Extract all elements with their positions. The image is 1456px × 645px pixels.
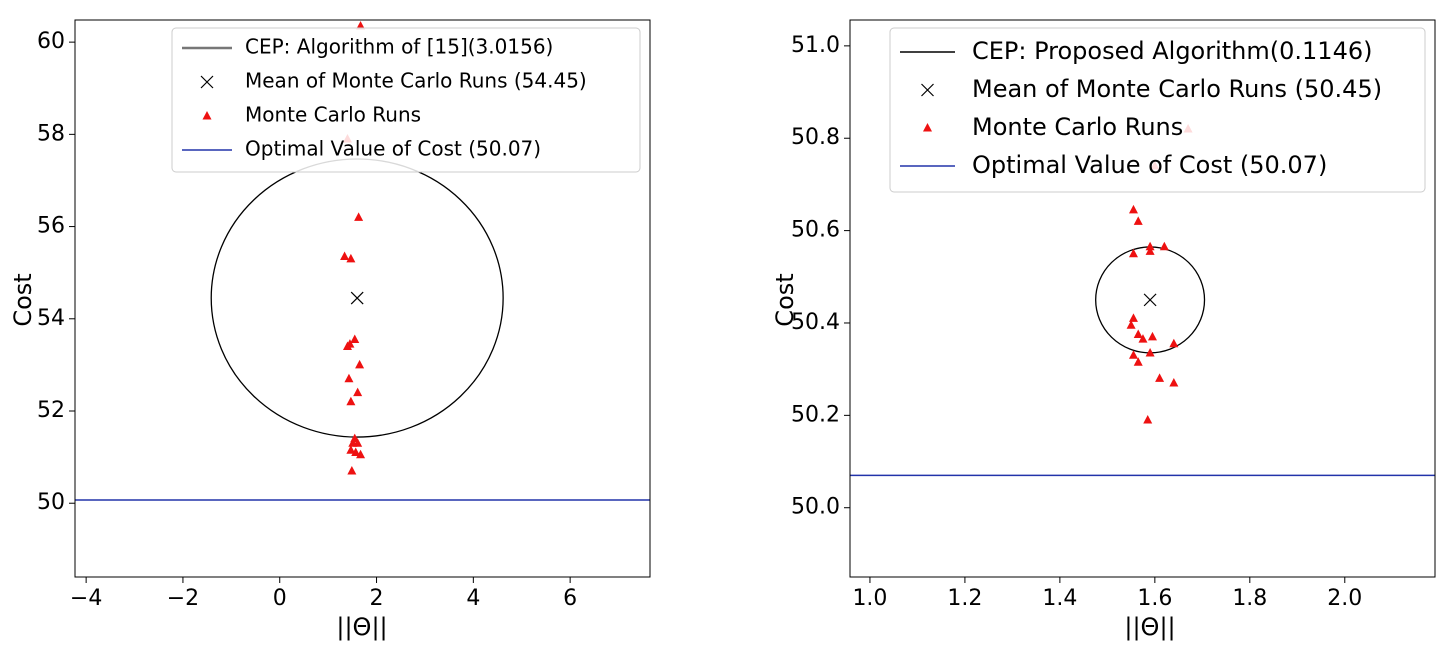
y-axis-label: Cost xyxy=(9,273,37,326)
run-point xyxy=(353,387,363,397)
x-tick-label: 2 xyxy=(370,586,384,611)
x-tick-label: −4 xyxy=(70,586,102,611)
plot-area xyxy=(75,20,650,501)
y-tick-label: 50.2 xyxy=(791,402,840,427)
run-point xyxy=(353,438,363,447)
run-point xyxy=(351,447,361,457)
legend-label: Mean of Monte Carlo Runs (54.45) xyxy=(245,69,587,93)
y-axis-label: Cost xyxy=(771,273,799,326)
x-axis-label: ||Θ|| xyxy=(336,613,387,641)
legend-swatch xyxy=(202,111,212,120)
legend-label: CEP: Proposed Algorithm(0.1146) xyxy=(972,37,1372,65)
run-point xyxy=(1133,329,1143,339)
run-point xyxy=(1128,204,1138,214)
y-tick-label: 50.6 xyxy=(791,218,840,243)
legend-label: Optimal Value of Cost (50.07) xyxy=(245,137,541,161)
y-tick-label: 52 xyxy=(37,398,65,423)
run-point xyxy=(1143,414,1153,424)
y-tick-label: 54 xyxy=(37,306,65,331)
legend-label: Monte Carlo Runs xyxy=(245,103,421,127)
mean-marker xyxy=(350,291,364,305)
y-tick-label: 50 xyxy=(37,490,65,515)
run-point xyxy=(1155,373,1165,382)
legend-label: Optimal Value of Cost (50.07) xyxy=(972,151,1327,179)
run-point xyxy=(1133,357,1143,366)
run-point xyxy=(346,396,356,406)
axes-frame xyxy=(849,19,1436,578)
legend-label: Monte Carlo Runs xyxy=(972,113,1183,141)
legend-swatch xyxy=(200,75,214,89)
axes-frame xyxy=(74,19,651,578)
legend-label: CEP: Algorithm of [15](3.0156) xyxy=(245,35,553,59)
run-point xyxy=(1147,331,1157,341)
run-point xyxy=(340,251,350,261)
run-point xyxy=(1128,313,1138,322)
run-point xyxy=(356,20,366,30)
x-tick-label: 1.0 xyxy=(852,586,887,611)
x-axis-label: ||Θ|| xyxy=(1124,613,1175,641)
x-tick-label: 1.4 xyxy=(1042,586,1077,611)
run-point xyxy=(342,341,352,350)
legend-box xyxy=(171,27,641,173)
run-point xyxy=(1159,241,1169,251)
run-point xyxy=(355,359,365,369)
run-point xyxy=(1126,320,1136,329)
x-tick-label: 1.6 xyxy=(1137,586,1172,611)
run-point xyxy=(1145,246,1155,255)
plot-area xyxy=(850,123,1435,477)
run-point xyxy=(1169,338,1179,348)
mean-marker xyxy=(1143,293,1157,307)
plot: 1.0 1.2 1.4 1.6 1.8 2.0 50.0 50.2 50.4 50.6 50.8 51… xyxy=(771,19,1436,641)
legend-swatch xyxy=(921,83,934,97)
run-point xyxy=(356,449,366,459)
run-point xyxy=(1145,347,1155,357)
x-tick-label: 6 xyxy=(563,586,577,611)
run-point xyxy=(346,445,356,454)
run-point xyxy=(1145,241,1155,251)
run-point xyxy=(1169,378,1179,387)
x-tick-label: 0 xyxy=(273,586,287,611)
run-point xyxy=(1128,248,1138,258)
run-point xyxy=(1138,334,1148,343)
plot: −4 −2 0 2 4 6 50 52 54 56 58 60 ||Θ|| Cost CEP: Algori… xyxy=(9,19,651,641)
run-point xyxy=(350,334,360,344)
y-tick-label: 50.0 xyxy=(791,495,840,520)
x-tick-label: −2 xyxy=(167,586,199,611)
run-point xyxy=(1128,350,1138,359)
run-point xyxy=(347,465,357,475)
x-tick-label: 4 xyxy=(466,586,480,611)
legend-label: Mean of Monte Carlo Runs (50.45) xyxy=(972,75,1382,103)
y-tick-label: 51.0 xyxy=(791,33,840,58)
run-point xyxy=(1133,216,1143,225)
run-point xyxy=(354,212,364,221)
run-point xyxy=(346,253,356,263)
x-tick-label: 1.2 xyxy=(947,586,982,611)
run-point xyxy=(344,373,354,383)
y-tick-label: 50.8 xyxy=(791,125,840,150)
y-tick-label: 50.4 xyxy=(791,310,840,335)
y-tick-label: 60 xyxy=(37,29,65,54)
y-tick-label: 58 xyxy=(37,121,65,146)
y-tick-label: 56 xyxy=(37,214,65,239)
x-tick-label: 1.8 xyxy=(1232,586,1267,611)
legend-box xyxy=(889,27,1426,193)
legend-swatch xyxy=(923,123,932,132)
x-tick-label: 2.0 xyxy=(1327,586,1362,611)
